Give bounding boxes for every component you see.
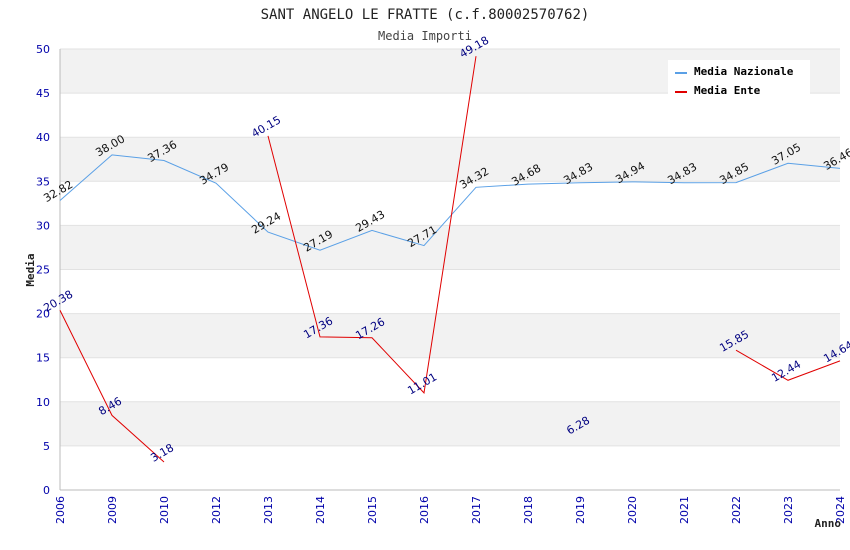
grid-lines <box>60 48 840 491</box>
x-tick-label: 2019 <box>574 496 587 524</box>
grid-band <box>60 137 840 182</box>
grid-band <box>60 313 840 358</box>
legend-label-media-nazionale: Media Nazionale <box>694 65 794 78</box>
y-tick-label: 20 <box>36 308 50 321</box>
x-tick-labels: 2006 2009 2010 2012 2013 2014 2015 2016 2017 2018… <box>54 496 847 524</box>
x-tick-label: 2023 <box>782 496 795 524</box>
legend: Media Nazionale Media Ente <box>668 60 810 98</box>
y-tick-labels: 0 5 10 15 20 25 30 35 40 45 50 <box>36 43 50 497</box>
x-tick-label: 2024 <box>834 496 847 524</box>
y-tick-label: 35 <box>36 175 50 188</box>
series-line-media-ente <box>735 349 841 381</box>
x-tick-label: 2018 <box>522 496 535 524</box>
y-tick-label: 25 <box>36 264 50 277</box>
x-tick-label: 2015 <box>366 496 379 524</box>
x-tick-label: 2016 <box>418 496 431 524</box>
y-tick-label: 50 <box>36 43 50 56</box>
x-axis-label: Anno <box>815 517 842 530</box>
x-tick-label: 2013 <box>262 496 275 524</box>
y-tick-label: 0 <box>43 484 50 497</box>
x-tick-label: 2009 <box>106 496 119 524</box>
y-tick-label: 15 <box>36 352 50 365</box>
grid-bands <box>60 49 840 446</box>
data-label: 11.01 <box>405 370 439 397</box>
y-tick-label: 45 <box>36 87 50 100</box>
data-label: 12.44 <box>769 358 803 385</box>
x-tick-label: 2010 <box>158 496 171 524</box>
x-tick-label: 2021 <box>678 496 691 524</box>
x-tick-label: 2022 <box>730 496 743 524</box>
chart-subtitle: Media Importi <box>378 29 472 43</box>
chart-title: SANT ANGELO LE FRATTE (c.f.80002570762) <box>261 7 590 23</box>
y-tick-label: 5 <box>43 440 50 453</box>
grid-band <box>60 401 840 446</box>
x-tick-label: 2006 <box>54 496 67 524</box>
x-tick-label: 2017 <box>470 496 483 524</box>
series-line-media-ente <box>267 56 477 394</box>
data-label: 20.38 <box>41 288 75 315</box>
y-axis-label: Media <box>24 253 37 286</box>
x-tick-label: 2020 <box>626 496 639 524</box>
x-tick-label: 2014 <box>314 496 327 524</box>
y-tick-label: 10 <box>36 396 50 409</box>
y-tick-label: 30 <box>36 219 50 232</box>
x-tick-label: 2012 <box>210 496 223 524</box>
legend-label-media-ente: Media Ente <box>694 84 761 97</box>
legend-box <box>668 60 810 98</box>
series-line-media-ente <box>59 310 165 463</box>
grid-band <box>60 225 840 270</box>
data-label: 40.15 <box>249 113 283 140</box>
series-line-media-nazionale <box>59 154 841 251</box>
series-lines <box>59 56 841 463</box>
y-tick-label: 40 <box>36 131 50 144</box>
